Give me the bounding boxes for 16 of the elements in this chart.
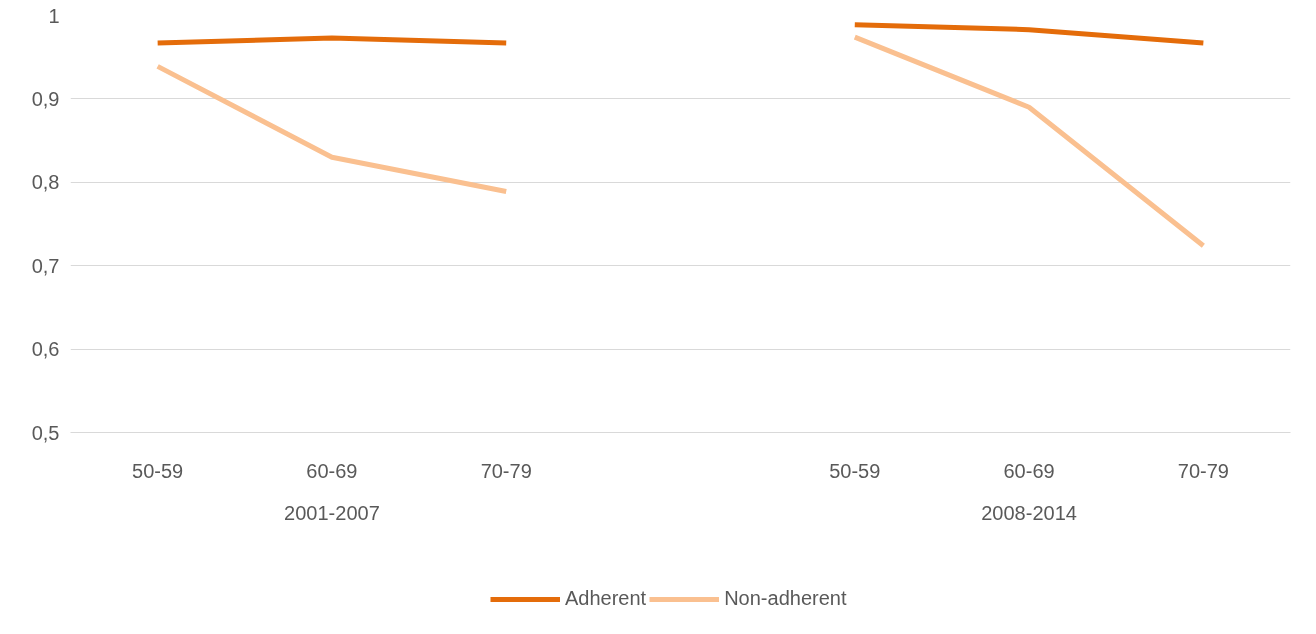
x-tick-label: 50-59 <box>829 459 881 482</box>
x-tick-label: 50-59 <box>132 459 184 482</box>
y-tick-label: 0,6 <box>31 338 60 361</box>
y-tick-label: 0,8 <box>31 171 60 194</box>
x-tick-label: 60-69 <box>306 459 358 482</box>
legend-label: Non-adherent <box>724 587 847 610</box>
x-tick-label: 70-79 <box>480 459 532 482</box>
y-tick-label: 0,7 <box>31 254 60 277</box>
text: 2001-2007 <box>284 502 380 524</box>
y-tick-label: 1 <box>48 4 60 27</box>
x-tick-label: 70-79 <box>1177 459 1229 482</box>
y-tick-label: 0,9 <box>31 87 60 110</box>
text: 2008-2014 <box>981 502 1077 524</box>
x-tick-label: 60-69 <box>1003 459 1055 482</box>
legend-label: Adherent <box>565 587 647 610</box>
y-tick-label: 0,5 <box>31 421 60 444</box>
